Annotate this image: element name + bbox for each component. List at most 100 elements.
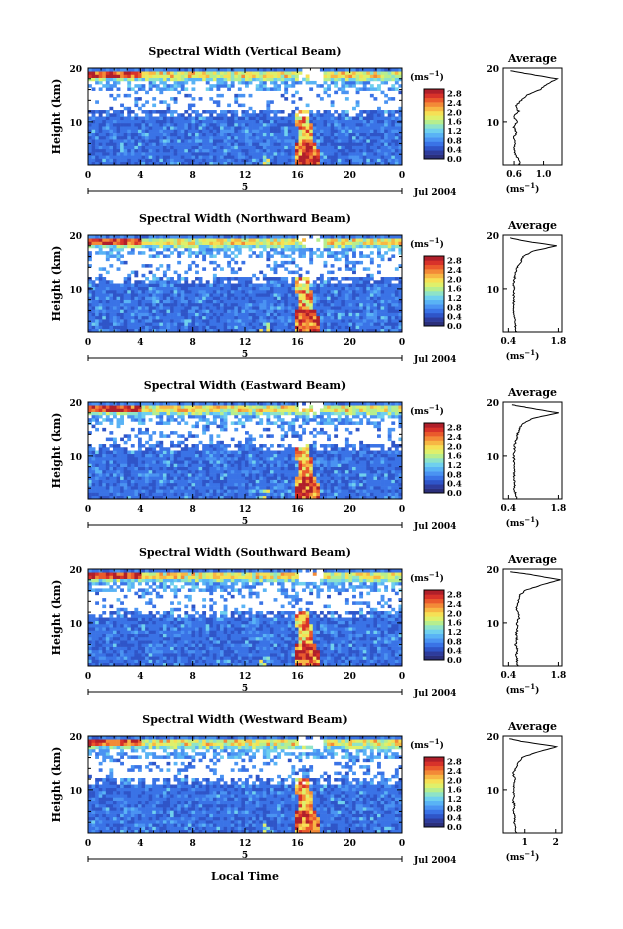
day-marker: 5 bbox=[242, 183, 248, 193]
colorbar-segment bbox=[424, 603, 444, 608]
colorbar-label: 1.6 bbox=[447, 285, 462, 295]
colorbar-unit: (ms−1) bbox=[410, 570, 444, 584]
colorbar-segment bbox=[424, 317, 444, 322]
average-y-tick-label: 20 bbox=[486, 733, 499, 743]
colorbar-segment bbox=[424, 308, 444, 314]
panel-4: Spectral Width (Westward Beam)0 4 8 12 16 20 0… bbox=[50, 713, 563, 866]
average-unit: (ms−1) bbox=[506, 348, 540, 362]
colorbar-label: 2.4 bbox=[447, 99, 462, 109]
panel-title: Spectral Width (Southward Beam) bbox=[139, 546, 351, 559]
colorbar-label: 0.4 bbox=[447, 647, 462, 657]
colorbar-segment bbox=[424, 273, 444, 279]
x-tick-label: 12 bbox=[239, 171, 252, 181]
colorbar-label: 2.8 bbox=[447, 257, 462, 267]
average-y-tick-label: 10 bbox=[486, 620, 499, 630]
date-label: Jul 2004 bbox=[413, 522, 456, 532]
x-tick-label: 0 bbox=[85, 171, 91, 181]
colorbar-segment bbox=[424, 598, 444, 604]
average-frame bbox=[502, 67, 563, 166]
colorbar-segment bbox=[424, 805, 444, 810]
colorbar-label: 1.2 bbox=[447, 628, 462, 638]
colorbar-segment bbox=[424, 770, 444, 775]
colorbar-segment bbox=[424, 321, 444, 327]
average-y-tick-label: 10 bbox=[486, 453, 499, 463]
colorbar-segment bbox=[424, 93, 444, 99]
colorbar-label: 1.6 bbox=[447, 619, 462, 629]
y-axis-label: Height (km) bbox=[50, 246, 63, 322]
colorbar-label: 2.8 bbox=[447, 591, 462, 601]
colorbar-segment bbox=[424, 774, 444, 780]
colorbar-label: 0.8 bbox=[447, 470, 462, 480]
date-label: Jul 2004 bbox=[413, 689, 456, 699]
x-tick-label: 4 bbox=[137, 171, 143, 181]
colorbar-label: 1.6 bbox=[447, 118, 462, 128]
average-y-tick-label: 20 bbox=[486, 232, 499, 242]
y-tick-label: 10 bbox=[69, 453, 82, 463]
x-tick-label: 0 bbox=[399, 505, 405, 515]
average-x-tick-label: 0.4 bbox=[501, 504, 517, 514]
colorbar-label: 0.8 bbox=[447, 804, 462, 814]
colorbar-segment bbox=[424, 818, 444, 823]
x-tick-label: 8 bbox=[190, 338, 196, 348]
colorbar-segment bbox=[424, 154, 444, 160]
colorbar-label: 0.8 bbox=[447, 637, 462, 647]
average-title: Average bbox=[507, 720, 557, 733]
panel-title: Spectral Width (Northward Beam) bbox=[139, 212, 351, 225]
average-title: Average bbox=[507, 386, 557, 399]
colorbar-label: 0.0 bbox=[447, 823, 462, 833]
colorbar-frame bbox=[423, 756, 445, 828]
colorbar-segment bbox=[424, 106, 444, 112]
unit-exponent: −1 bbox=[524, 682, 535, 691]
x-tick-label: 0 bbox=[85, 505, 91, 515]
colorbar-segment bbox=[424, 89, 444, 94]
colorbar-segment bbox=[424, 458, 444, 463]
colorbar-segment bbox=[424, 141, 444, 147]
colorbar-segment bbox=[424, 783, 444, 788]
panel-title: Spectral Width (Eastward Beam) bbox=[144, 379, 346, 392]
colorbar-segment bbox=[424, 453, 444, 459]
unit-close: ) bbox=[535, 852, 539, 863]
colorbar-segment bbox=[424, 607, 444, 613]
colorbar-segment bbox=[424, 264, 444, 270]
colorbar-label: 2.8 bbox=[447, 90, 462, 100]
x-tick-label: 12 bbox=[239, 338, 252, 348]
x-tick-label: 16 bbox=[291, 839, 304, 849]
colorbar-segment bbox=[424, 620, 444, 626]
unit-exponent: −1 bbox=[429, 737, 440, 746]
unit-exponent: −1 bbox=[429, 69, 440, 78]
average-x-tick-label: 2 bbox=[553, 838, 559, 848]
colorbar-segment bbox=[424, 655, 444, 661]
unit-close: ) bbox=[535, 351, 539, 362]
colorbar-label: 2.0 bbox=[447, 108, 462, 118]
unit-close: ) bbox=[440, 239, 444, 250]
day-marker: 5 bbox=[242, 851, 248, 861]
x-tick-label: 20 bbox=[343, 505, 356, 515]
y-tick-label: 20 bbox=[69, 232, 82, 242]
colorbar-segment bbox=[424, 594, 444, 600]
unit-close: ) bbox=[535, 184, 539, 195]
average-x-tick-label: 1.8 bbox=[551, 337, 567, 347]
average-y-tick-label: 10 bbox=[486, 787, 499, 797]
heatmap bbox=[88, 736, 403, 834]
colorbar-segment bbox=[424, 115, 444, 120]
average-x-tick-label: 0.4 bbox=[501, 337, 517, 347]
colorbar-segment bbox=[424, 260, 444, 266]
colorbar-segment bbox=[424, 809, 444, 815]
average-frame bbox=[502, 234, 563, 333]
x-tick-label: 20 bbox=[343, 171, 356, 181]
colorbar-unit: (ms−1) bbox=[410, 737, 444, 751]
y-tick-label: 20 bbox=[69, 399, 82, 409]
average-x-tick-label: 1.0 bbox=[536, 170, 552, 180]
average-y-tick-label: 10 bbox=[486, 119, 499, 129]
colorbar-unit: (ms−1) bbox=[410, 236, 444, 250]
colorbar-segment bbox=[424, 277, 444, 283]
x-tick-label: 4 bbox=[137, 338, 143, 348]
colorbar-unit: (ms−1) bbox=[410, 403, 444, 417]
average-title: Average bbox=[507, 553, 557, 566]
colorbar-segment bbox=[424, 475, 444, 481]
date-label: Jul 2004 bbox=[413, 355, 456, 365]
colorbar-segment bbox=[424, 427, 444, 433]
colorbar-segment bbox=[424, 651, 444, 656]
colorbar-segment bbox=[424, 757, 444, 762]
average-y-tick-label: 20 bbox=[486, 566, 499, 576]
